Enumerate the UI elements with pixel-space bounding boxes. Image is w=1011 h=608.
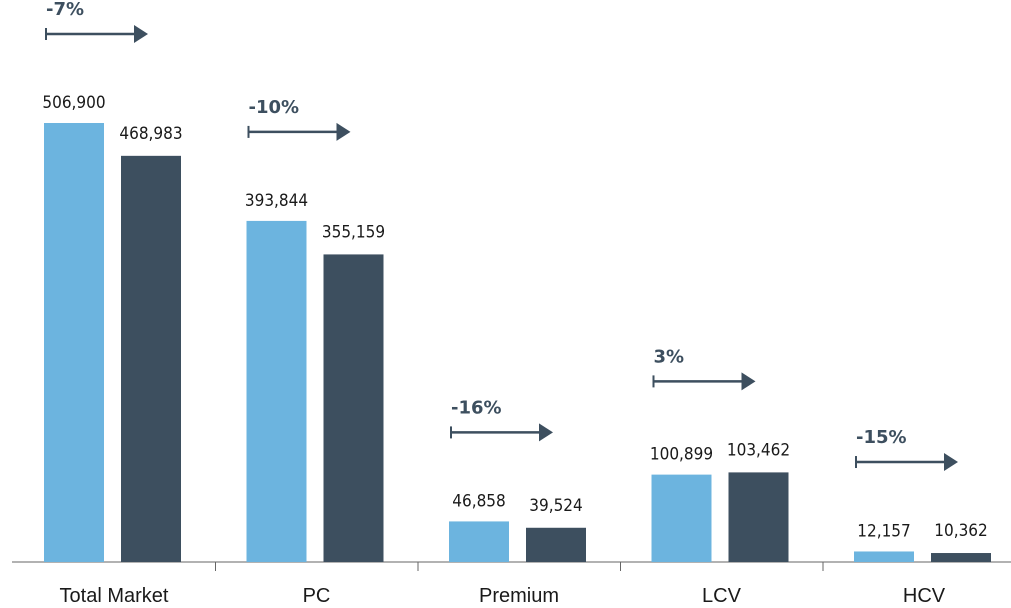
change-label: -16%: [451, 397, 502, 418]
change-label: -15%: [856, 427, 907, 448]
data-label: 355,159: [322, 222, 385, 242]
data-label: 468,983: [119, 124, 182, 144]
bar-series-1: [44, 123, 104, 562]
bar-series-1: [854, 551, 914, 562]
change-arrow-head: [539, 423, 553, 442]
change-label: -10%: [249, 97, 300, 118]
data-label: 393,844: [245, 191, 308, 211]
data-label: 100,899: [650, 445, 713, 465]
x-tick-label: HCV: [903, 585, 946, 607]
bar-series-2: [121, 155, 181, 563]
x-tick-label: PC: [303, 585, 331, 607]
bar-series-2: [526, 527, 586, 562]
x-tick-label: LCV: [702, 585, 742, 607]
data-label: 103,462: [727, 440, 790, 460]
data-label: 12,157: [857, 521, 911, 541]
bar-series-1: [449, 521, 509, 562]
change-arrow-head: [741, 372, 756, 391]
change-label: 3%: [654, 346, 685, 367]
x-tick-label: Premium: [479, 585, 559, 607]
data-label: 506,900: [42, 93, 105, 113]
change-arrow-head: [944, 453, 958, 472]
bar-series-2: [931, 553, 991, 562]
data-label: 39,524: [529, 496, 583, 516]
bar-series-1: [651, 474, 712, 562]
bar-series-1: [246, 220, 307, 562]
change-arrow-head: [134, 25, 148, 43]
data-label: 46,858: [452, 491, 506, 511]
change-label: -7%: [46, 0, 84, 20]
data-label: 10,362: [934, 521, 988, 541]
bar-series-2: [728, 472, 789, 562]
bar-series-2: [323, 254, 384, 562]
x-tick-label: Total Market: [60, 585, 169, 607]
change-arrow-head: [336, 122, 351, 141]
